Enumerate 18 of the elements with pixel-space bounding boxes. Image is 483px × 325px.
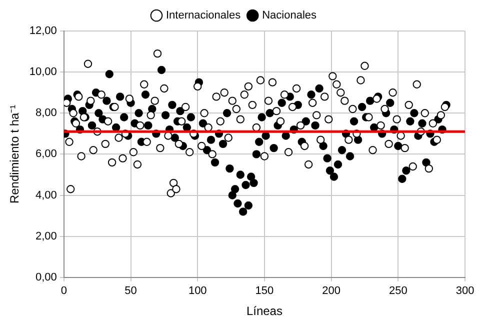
y-tick-label: 6,00 [36,148,57,160]
x-tick-label: 300 [456,285,474,298]
x-axis-title: Líneas [246,304,282,318]
y-tick-label: 2,00 [36,230,57,242]
y-tick-label: 12,00 [29,25,57,38]
y-tick-label: 4,00 [36,189,57,202]
legend-label: Internacionales [166,10,242,22]
y-tick-label: 0,00 [36,271,57,284]
x-tick-label: 150 [255,285,274,298]
legend-label: Nacionales [262,10,318,22]
x-tick-label: 250 [388,285,408,298]
y-tick-label: 8,00 [36,107,57,120]
x-tick-label: 200 [322,285,340,298]
x-tick-label: 100 [188,285,207,298]
x-tick-label: 0 [60,285,67,298]
y-axis-title: Rendimiento t ha⁻¹ [8,104,22,204]
x-tick-label: 50 [124,285,137,298]
y-tick-label: 10,00 [29,66,57,78]
